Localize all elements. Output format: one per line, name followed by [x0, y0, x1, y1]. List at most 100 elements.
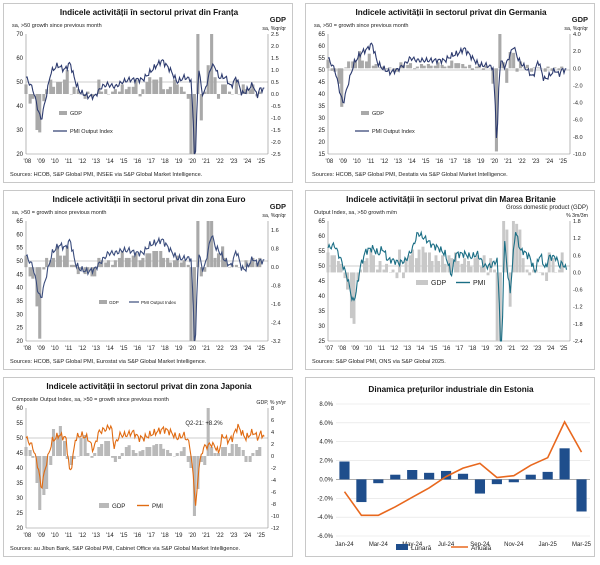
gdp-bar	[230, 444, 234, 456]
y-left-tick: 60	[318, 234, 325, 240]
gdp-bar	[381, 66, 385, 69]
gdp-bar	[467, 261, 470, 273]
gdp-bar	[388, 67, 392, 69]
gdp-bar	[56, 435, 60, 456]
chart-subtitle: sa, >50 = growth since previous month	[314, 23, 408, 29]
gdp-bar	[216, 453, 221, 456]
gdp-bar	[460, 263, 464, 273]
gdp-bar	[482, 255, 486, 273]
x-tick-label: '10	[51, 346, 59, 352]
legend-gdp-swatch	[59, 111, 67, 115]
gdp-bar	[166, 89, 170, 94]
y-right-tick: 2.0	[271, 44, 279, 50]
y-right-tick: 0.8	[271, 247, 279, 253]
y-left-tick: 55	[318, 249, 325, 255]
gdp-bar	[199, 267, 203, 277]
x-tick-label: '25	[257, 346, 265, 352]
gdp-bar	[364, 61, 369, 69]
gdp-bar	[395, 272, 399, 279]
gdp-bar	[79, 267, 83, 270]
legend-pmi-label: PMI Output Index	[141, 300, 177, 305]
x-tick-label: '08	[325, 159, 333, 165]
chart-svg: Indicele activității în sectorul privat …	[312, 8, 588, 178]
gdp-bar	[457, 63, 461, 69]
chart-svg: Indicele activității în sectorul privat …	[10, 195, 286, 365]
y-left-tick: 35	[318, 309, 325, 315]
gdp-bar	[58, 426, 62, 456]
gdp-bar	[127, 257, 131, 268]
gdp-bar	[117, 257, 122, 268]
y-right-tick: -8.0	[573, 135, 583, 141]
annotation-label: Q2-21: +8.2%	[185, 421, 223, 427]
y-left-tick: 30	[16, 312, 23, 318]
x-tick-label: '09	[37, 159, 45, 165]
gdp-bar	[223, 84, 227, 94]
x-tick-label: '09	[351, 346, 359, 352]
y-right-tick: 6	[271, 418, 274, 424]
y-tick: -4.0%	[317, 515, 333, 521]
gdp-bar	[72, 264, 76, 268]
gdp-bar	[113, 89, 117, 94]
gdp-bar	[525, 64, 529, 69]
monthly-bar	[559, 448, 570, 480]
gdp-bar	[56, 246, 60, 268]
x-tick-label: '08	[23, 533, 31, 539]
x-tick-label: '18	[469, 346, 477, 352]
gdp-bar	[371, 65, 375, 69]
gdp-bar	[210, 221, 214, 268]
y-left-tick: 20	[16, 339, 23, 345]
x-tick-label: '18	[161, 346, 169, 352]
x-tick-label: '21	[202, 533, 210, 539]
gdp-bar	[131, 86, 135, 94]
gdp-bar	[138, 94, 142, 97]
y-right-tick: 4	[271, 430, 274, 436]
gdp-bar	[159, 77, 163, 94]
right-axis-title: Gross domestic product (GDP)	[506, 205, 588, 211]
gdp-bar	[213, 257, 217, 268]
x-tick-label: '21	[202, 346, 210, 352]
x-tick-label: '20	[188, 346, 196, 352]
x-tick-label: '25	[257, 159, 265, 165]
x-tick-label: '18	[463, 159, 471, 165]
panel-estonia-prices-chart: Dinamica prețurilor industriale din Esto…	[305, 377, 595, 557]
x-tick-label: May-24	[402, 542, 423, 548]
gdp-bar	[353, 61, 358, 69]
gdp-bar	[159, 251, 163, 268]
gdp-bar	[104, 89, 108, 94]
gdp-bar	[138, 260, 142, 268]
y-left-tick: 35	[318, 104, 325, 110]
x-tick-label: '19	[175, 533, 183, 539]
gdp-bar	[515, 223, 519, 273]
gdp-bar	[367, 53, 371, 69]
y-right-tick: -6.0	[573, 118, 583, 124]
chart-svg: Indicele activității în sectorul privat …	[10, 382, 286, 552]
y-left-tick: 65	[318, 32, 325, 38]
y-left-tick: 40	[16, 104, 23, 110]
x-tick-label: '19	[477, 159, 485, 165]
x-tick-label: '23	[534, 346, 542, 352]
gdp-bar	[498, 34, 502, 69]
gdp-bar	[49, 260, 53, 268]
gdp-bar	[454, 63, 458, 69]
y-left-tick: 50	[16, 259, 23, 265]
legend-gdp-swatch	[361, 111, 369, 115]
y-left-tick: 60	[16, 232, 23, 238]
x-tick-label: '09	[37, 533, 45, 539]
right-axis-unit: sa, %qr/qr	[262, 213, 286, 219]
gdp-bar	[124, 89, 128, 94]
y-right-tick: -3.2	[271, 339, 281, 345]
gdp-bar	[344, 67, 348, 69]
y-left-tick: 45	[16, 272, 23, 278]
gdp-bar	[234, 264, 238, 268]
x-tick-label: '11	[367, 159, 375, 165]
y-left-tick: 20	[16, 152, 23, 158]
gdp-bar	[56, 82, 60, 94]
monthly-bar	[356, 479, 367, 503]
gdp-bar	[484, 65, 488, 69]
right-axis-title: GDP	[270, 15, 286, 24]
y-left-tick: 45	[318, 279, 325, 285]
gdp-bar	[385, 263, 389, 273]
gdp-bar	[145, 447, 149, 456]
gdp-bar	[347, 61, 351, 69]
x-tick-label: '22	[216, 346, 224, 352]
